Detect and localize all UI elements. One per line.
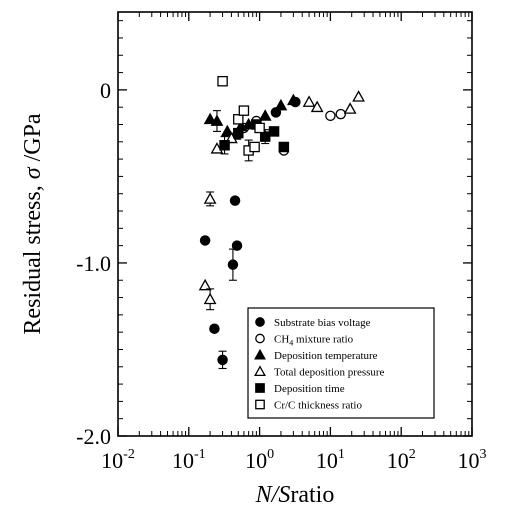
data-point (302, 95, 316, 107)
legend-label: CH4 mixture ratio (274, 334, 354, 348)
data-point (274, 98, 288, 111)
data-point (343, 102, 357, 114)
plot-frame (117, 11, 473, 437)
data-point (268, 126, 280, 137)
data-point (325, 110, 336, 122)
data-point (229, 195, 241, 206)
legend-label: Total deposition pressure (274, 367, 385, 379)
data-point (286, 93, 300, 106)
data-point (209, 323, 220, 334)
data-point (217, 354, 228, 366)
data-point (203, 112, 217, 125)
legend-marker (255, 399, 265, 410)
legend-label: Substrate bias voltage (274, 317, 371, 329)
series-3 (198, 90, 365, 311)
x-tick-label: 10-2 (101, 447, 135, 473)
data-point (352, 90, 365, 102)
y-axis-title: Residual stress, σ /GPa (20, 113, 46, 335)
data-point (258, 109, 272, 121)
data-point (233, 114, 244, 125)
data-point (310, 100, 324, 113)
y-tick-label: -2.0 (76, 424, 111, 449)
x-tick-label: 102 (387, 447, 416, 473)
x-tick-label: 100 (245, 447, 274, 473)
legend-marker (254, 348, 266, 360)
data-point (203, 292, 217, 305)
legend-marker (255, 333, 265, 344)
y-tick-label: 0 (100, 78, 111, 103)
data-point (278, 141, 290, 153)
data-point (203, 192, 217, 204)
data-point (231, 240, 243, 251)
x-tick-label: 101 (316, 447, 345, 473)
data-point (259, 131, 271, 142)
data-point (335, 108, 346, 120)
y-tick-label: -1.0 (76, 251, 111, 276)
axes-layer: 10-2 10-1 100 101 102 103 0 -1.0 -2.0 N/Sratio Res… (20, 11, 487, 508)
series-4 (219, 119, 290, 155)
data-point (210, 114, 224, 126)
legend-label: Cr/C thickness ratio (274, 400, 362, 412)
legend-label: Deposition temperature (274, 350, 378, 362)
legend: Substrate bias voltage CH4 mixture ratio D… (247, 307, 435, 419)
data-point (217, 75, 228, 87)
data-point (233, 127, 244, 139)
data-point (238, 105, 250, 116)
data-point (227, 259, 239, 270)
legend-box (247, 307, 435, 419)
legend-marker (255, 383, 265, 393)
series-2 (203, 93, 300, 140)
data-point (254, 122, 265, 134)
data-point (249, 141, 260, 153)
legend-marker (254, 365, 266, 377)
x-axis-title: N/Sratio (255, 482, 335, 508)
x-tick-label: 10-1 (172, 447, 206, 473)
data-point (220, 124, 234, 137)
data-point (198, 278, 212, 291)
data-point (199, 235, 211, 246)
data-layer (198, 75, 365, 370)
x-tick-label: 103 (458, 447, 487, 473)
legend-label: Deposition time (274, 383, 345, 395)
legend-marker (255, 317, 265, 327)
series-5 (217, 75, 265, 162)
data-point (219, 140, 230, 151)
